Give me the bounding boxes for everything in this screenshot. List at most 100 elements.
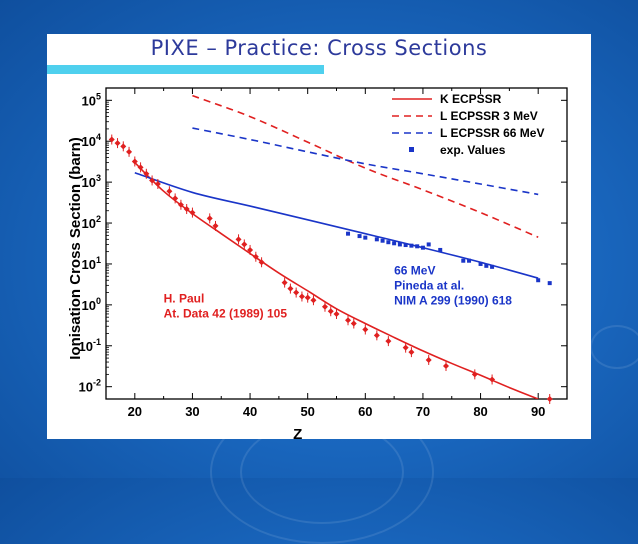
y-tick-label: 103 (82, 173, 101, 190)
exp-value-point (357, 234, 362, 239)
paul-data-point (177, 201, 184, 208)
paul-data-point (471, 371, 478, 378)
paul-data-point (166, 188, 173, 195)
y-tick-label: 105 (82, 91, 101, 108)
exp-value-point (380, 238, 385, 243)
exp-value-point (461, 258, 466, 263)
x-axis-label: Z (293, 426, 302, 439)
paul-data-point (120, 143, 127, 150)
annotation-text: NIM A 299 (1990) 618 (394, 294, 512, 308)
paul-data-point (252, 253, 259, 260)
paul-data-point (321, 303, 328, 310)
legend-label: K ECPSSR (440, 92, 502, 106)
cross-section-chart: 20 30 40 50 60 70 80 90 10-2 10-1 100 101 102 103 104 1… (67, 87, 568, 439)
legend-swatch (409, 147, 414, 152)
series-line (134, 162, 539, 399)
paul-data-point (385, 338, 392, 345)
paul-data-point (327, 308, 334, 315)
exp-value-point (403, 243, 408, 248)
paul-data-point (235, 236, 242, 243)
exp-value-point (467, 258, 472, 263)
paul-data-point (293, 289, 300, 296)
legend-label: exp. Values (440, 143, 506, 157)
paul-data-point (298, 293, 305, 300)
annotation-text: 66 MeV (394, 264, 435, 278)
y-axis-label: Ionisation Cross Section (barn) (67, 137, 84, 360)
paul-data-point (304, 294, 311, 301)
paul-data-point (546, 396, 553, 402)
y-tick-label: 100 (82, 296, 101, 313)
exp-value-point (478, 261, 483, 266)
exp-value-point (386, 240, 391, 245)
y-tick-label: 10-1 (79, 337, 101, 354)
x-tick-label: 40 (243, 404, 257, 419)
x-tick-label: 70 (416, 404, 430, 419)
paul-data-point (258, 259, 265, 266)
exp-value-point (374, 237, 379, 242)
paul-data-point (137, 164, 144, 171)
paul-data-point (183, 206, 190, 213)
exp-value-point (346, 231, 351, 236)
paul-data-point (212, 222, 219, 229)
series-line (192, 94, 539, 238)
paul-data-point (108, 136, 115, 143)
title-underline (47, 65, 324, 74)
paul-data-point (206, 215, 213, 222)
exp-value-point (536, 278, 541, 283)
paul-data-point (287, 285, 294, 292)
slide-title: PIXE – Practice: Cross Sections (150, 36, 488, 60)
x-tick-label: 60 (358, 404, 372, 419)
exp-value-point (547, 281, 552, 286)
exp-value-point (426, 242, 431, 247)
paul-data-point (402, 344, 409, 351)
x-tick-label: 80 (473, 404, 487, 419)
paul-data-point (126, 148, 133, 155)
ripple-decoration (590, 325, 638, 369)
paul-data-point (373, 332, 380, 339)
paul-data-point (154, 181, 161, 188)
paul-data-point (350, 320, 357, 327)
slide-content: PIXE – Practice: Cross Sections 20 30 40 50… (47, 34, 591, 439)
paul-data-point (189, 209, 196, 216)
paul-data-point (425, 356, 432, 363)
paul-data-point (172, 195, 179, 202)
x-tick-label: 30 (185, 404, 199, 419)
exp-value-point (420, 245, 425, 250)
annotation-text: Pineda at al. (394, 279, 464, 293)
y-tick-label: 104 (82, 132, 101, 149)
y-tick-label: 101 (82, 255, 101, 272)
exp-value-point (415, 244, 420, 249)
series-line (192, 127, 539, 196)
paul-data-point (247, 246, 254, 253)
exp-value-point (409, 243, 414, 248)
paul-data-point (281, 279, 288, 286)
y-tick-label: 10-2 (79, 378, 101, 395)
y-tick-label: 102 (82, 214, 101, 231)
x-tick-label: 20 (128, 404, 142, 419)
paul-data-point (241, 241, 248, 248)
exp-value-point (438, 247, 443, 252)
exp-value-point (392, 241, 397, 246)
paul-data-point (408, 349, 415, 356)
paul-data-point (114, 140, 121, 147)
x-tick-label: 50 (300, 404, 314, 419)
paul-data-point (345, 317, 352, 324)
paul-data-point (489, 376, 496, 383)
paul-data-point (149, 177, 156, 184)
paul-data-point (131, 158, 138, 165)
annotation-text: H. Paul (164, 291, 205, 305)
paul-data-point (333, 310, 340, 317)
exp-value-point (484, 263, 489, 268)
exp-value-point (490, 264, 495, 269)
exp-value-point (397, 242, 402, 247)
x-tick-label: 90 (531, 404, 545, 419)
series-line (134, 171, 539, 279)
legend-label: L ECPSSR 3 MeV (440, 109, 538, 123)
paul-data-point (362, 326, 369, 333)
paul-data-point (143, 170, 150, 177)
annotation-text: At. Data 42 (1989) 105 (164, 306, 288, 320)
paul-data-point (442, 363, 449, 370)
legend-label: L ECPSSR 66 MeV (440, 126, 544, 140)
exp-value-point (363, 235, 368, 240)
paul-data-point (310, 297, 317, 304)
